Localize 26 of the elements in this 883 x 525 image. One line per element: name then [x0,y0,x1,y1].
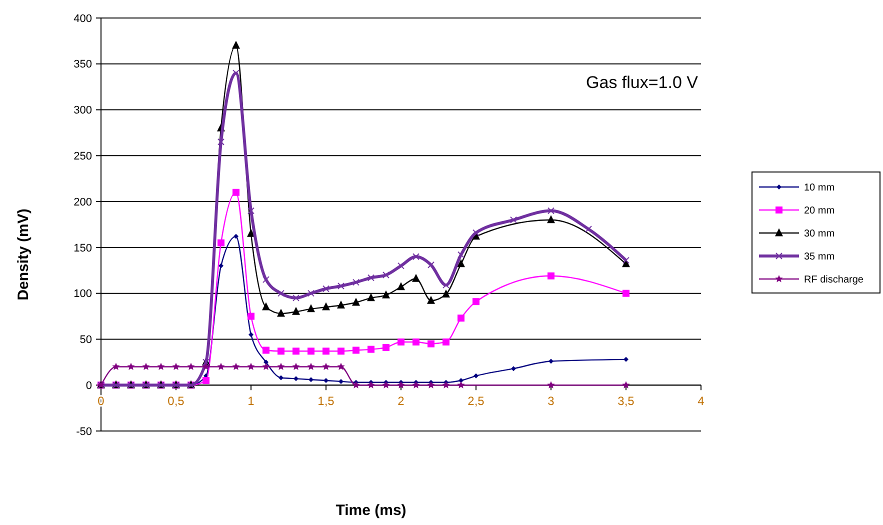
y-tick-label: 250 [74,150,92,163]
x-tick-label: 3,5 [618,394,635,408]
x-tick-label: 0,5 [168,394,185,408]
y-tick-label: 400 [74,12,92,25]
y-tick-label: 350 [74,58,92,71]
legend-label: 30 mm [804,228,835,240]
x-tick-label: 2,5 [468,394,485,408]
legend-label: RF discharge [804,274,864,286]
y-tick-label: 100 [74,288,92,300]
y-tick-label: 50 [80,334,92,346]
x-tick-label: 2 [398,394,405,408]
y-axis-title: Density (mV) [15,208,32,300]
y-tick-label: 150 [74,242,92,254]
y-tick-label: 0 [86,380,92,392]
y-tick-label: 300 [74,104,92,117]
x-tick-label: 1,5 [318,394,335,408]
x-tick-label: 4 [698,394,705,408]
legend-label: 35 mm [804,252,835,262]
x-tick-label: 1 [248,394,255,408]
y-tick-label: -50 [76,426,92,438]
x-axis-title: Time (ms) [336,502,406,519]
y-tick-label: 200 [74,196,92,208]
x-tick-label: 3 [548,394,555,408]
legend-label: 20 mm [804,206,835,216]
legend-label: 10 mm [804,182,835,194]
annotation: Gas flux=1.0 V [586,73,699,92]
